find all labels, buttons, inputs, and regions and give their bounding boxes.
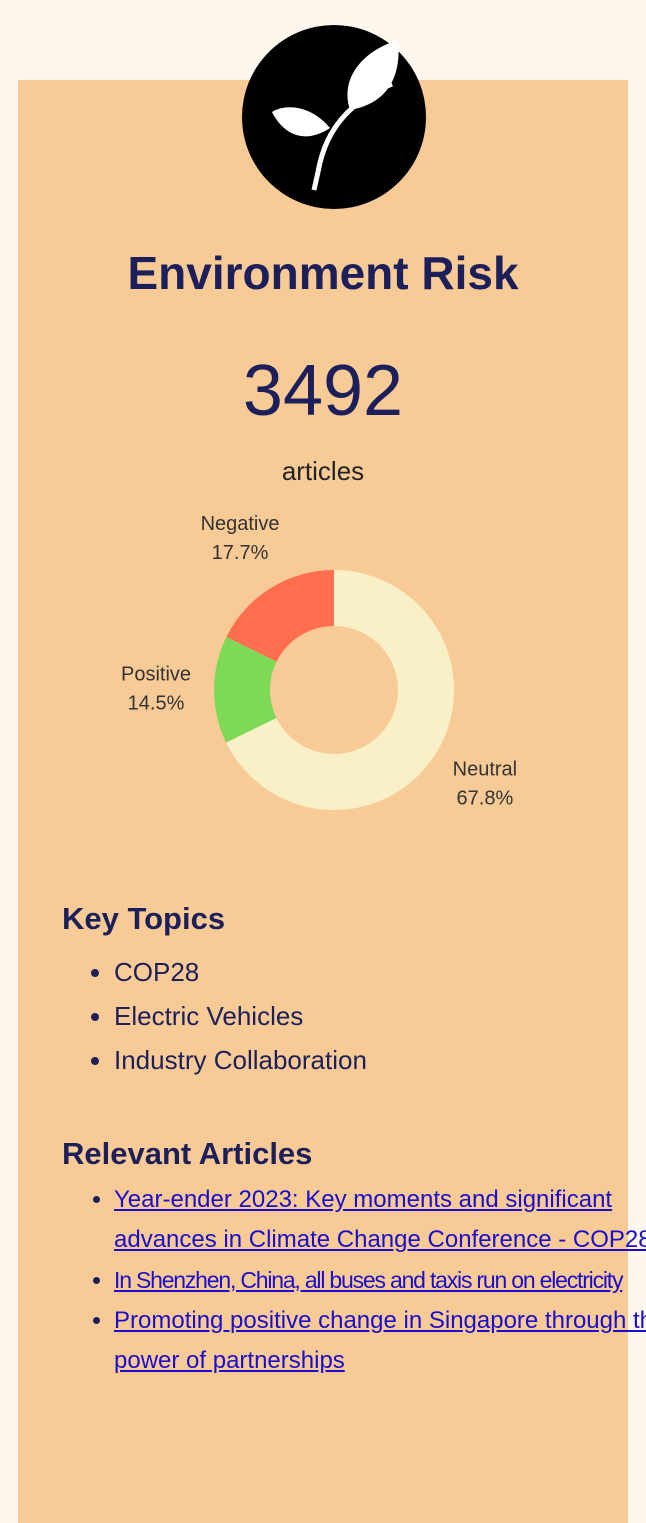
donut-slice [214,636,277,743]
article-count: 3492 [242,351,404,431]
donut-slice [226,570,334,662]
article-list: Year-ender 2023: Key moments and signifi… [62,1180,646,1381]
article-item: Year-ender 2023: Key moments and signifi… [114,1180,646,1260]
section-title: Relevant Articles [62,1136,313,1171]
article-link[interactable]: In Shenzhen, China, all buses and taxis … [114,1267,623,1293]
slice-label: Positive [121,664,191,686]
topic-list: COP28 Electric Vehicles Industry Collabo… [62,950,367,1082]
donut-slice [226,570,455,811]
article-link[interactable]: Promoting positive change in Singapore t… [114,1307,646,1374]
article-item: In Shenzhen, China, all buses and taxis … [114,1260,646,1301]
article-link[interactable]: Year-ender 2023: Key moments and signifi… [114,1186,646,1253]
graphics: Neutral 67.8% Positive 14.5% Negative 17.7% [121,25,517,811]
slice-label: Negative [201,513,280,535]
count-label: articles [281,456,365,486]
leaf-icon [242,25,426,209]
section-title: Key Topics [62,901,226,936]
topic: Industry Collaboration [114,1038,367,1082]
slice-value-label: 67.8% [457,788,514,810]
slice-label: Neutral [453,759,517,781]
topic: COP28 [114,950,367,994]
title: Environment Risk [127,247,519,299]
slice-value-label: 17.7% [212,542,269,564]
article-item: Promoting positive change in Singapore t… [114,1301,646,1381]
slice-value-label: 14.5% [128,693,185,715]
topic: Electric Vehicles [114,994,367,1038]
